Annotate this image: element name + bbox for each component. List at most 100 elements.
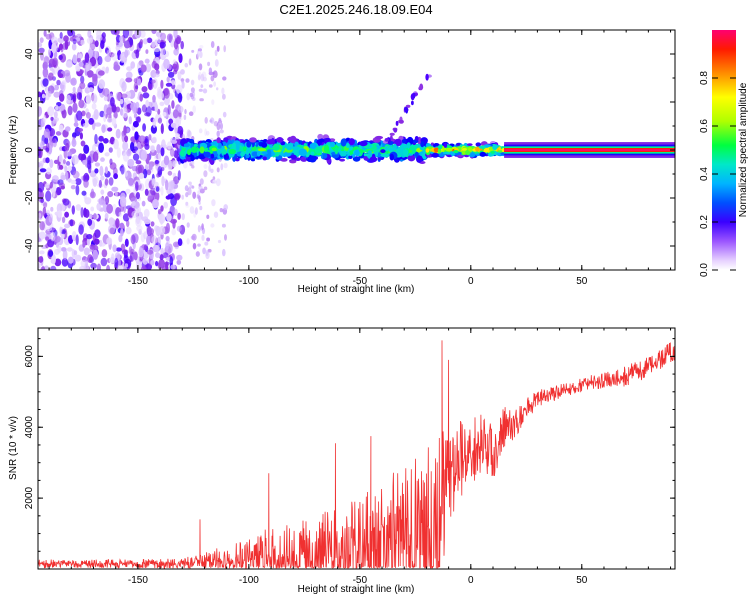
y-tick-label: 4000 — [24, 416, 35, 439]
noise-blob — [173, 150, 179, 159]
noise-blob — [177, 238, 183, 247]
sparse-blob — [180, 69, 185, 75]
noise-blob — [92, 175, 99, 185]
noise-blob — [90, 262, 97, 269]
noise-blob — [97, 70, 105, 76]
signal-blob — [275, 152, 280, 157]
noise-blob — [73, 250, 78, 256]
noise-blob — [129, 37, 134, 46]
noise-blob — [165, 222, 170, 234]
narrow-blob — [453, 150, 459, 154]
narrow-blob — [437, 148, 442, 154]
noise-blob — [62, 159, 66, 165]
noise-blob — [101, 249, 108, 258]
noise-blob — [100, 189, 105, 195]
sparse-blob — [191, 165, 195, 169]
noise-blob — [47, 106, 55, 117]
noise-blob — [83, 144, 90, 154]
sparse-blob — [216, 87, 219, 91]
x-tick-label: -100 — [239, 276, 259, 287]
noise-blob — [162, 252, 169, 259]
signal-blob — [345, 143, 350, 148]
spectrogram-xlabel: Height of straight line (km) — [298, 284, 415, 295]
noise-blob — [55, 104, 59, 111]
signal-blob — [394, 138, 402, 146]
sparse-blob — [212, 70, 218, 78]
narrow-blob — [464, 154, 470, 158]
noise-blob — [82, 159, 88, 165]
noise-blob — [66, 94, 71, 104]
noise-blob — [82, 174, 87, 182]
harmonic-blob — [393, 128, 398, 133]
signal-blob — [317, 133, 324, 140]
noise-blob — [146, 225, 152, 237]
noise-blob — [52, 118, 58, 124]
sparse-blob — [201, 234, 205, 241]
signal-blob — [256, 150, 261, 157]
noise-blob — [50, 206, 54, 212]
y-tick-label: 0 — [24, 147, 35, 153]
sparse-blob — [194, 207, 198, 215]
colorbar-tick-label: 0.8 — [699, 71, 710, 85]
noise-blob — [103, 138, 109, 144]
signal-blob — [210, 153, 215, 159]
noise-blob — [63, 35, 69, 42]
noise-blob — [134, 131, 139, 141]
noise-blob — [146, 37, 153, 44]
noise-blob — [45, 167, 53, 175]
noise-blob — [57, 245, 62, 253]
colorbar-axes: 0.0 0.2 0.4 0.6 0.8 — [699, 71, 736, 277]
sparse-blob — [222, 111, 227, 118]
noise-blob — [127, 177, 134, 186]
noise-blob — [160, 186, 164, 196]
noise-blob — [105, 68, 109, 74]
noise-blob — [52, 175, 59, 183]
y-tick-label: 20 — [24, 96, 35, 108]
signal-blob — [308, 154, 317, 163]
narrow-blob — [497, 150, 504, 153]
noise-blob — [140, 64, 147, 73]
signal-blob — [197, 154, 206, 160]
noise-blob — [104, 152, 110, 157]
sparse-blob — [221, 87, 225, 95]
signal-blob — [217, 149, 222, 155]
signal-blob — [339, 158, 345, 162]
noise-blob — [150, 259, 155, 266]
noise-blob — [75, 234, 79, 246]
signal-blob — [329, 141, 336, 148]
signal-blob — [348, 155, 353, 159]
noise-blob — [120, 228, 124, 237]
sparse-blob — [184, 108, 187, 115]
signal-blob — [283, 152, 292, 157]
signal-blob — [336, 142, 341, 147]
narrow-blob — [462, 148, 467, 151]
narrow-blob — [446, 151, 450, 155]
noise-blob — [78, 61, 84, 67]
noise-blob — [61, 216, 66, 223]
noise-blob — [119, 222, 125, 229]
signal-blob — [189, 139, 195, 144]
noise-blob — [115, 106, 121, 113]
noise-blob — [38, 212, 42, 219]
noise-blob — [177, 92, 183, 103]
noise-blob — [162, 112, 167, 117]
noise-blob — [146, 249, 154, 255]
sparse-blob — [216, 167, 220, 173]
signal-blob — [235, 157, 240, 162]
signal-blob — [240, 151, 245, 157]
noise-blob — [144, 188, 149, 196]
noise-blob — [38, 181, 45, 193]
noise-blob — [85, 61, 89, 72]
noise-blob — [104, 212, 109, 220]
noise-blob — [178, 53, 183, 64]
signal-blob — [414, 136, 419, 141]
signal-blob — [187, 149, 191, 156]
harmonic-blob — [398, 119, 404, 124]
noise-blob — [141, 200, 146, 207]
noise-blob — [135, 216, 141, 225]
noise-blob — [155, 260, 159, 267]
noise-blob — [143, 231, 148, 240]
noise-blob — [53, 235, 61, 243]
noise-blob — [77, 128, 84, 132]
noise-blob — [167, 181, 174, 191]
